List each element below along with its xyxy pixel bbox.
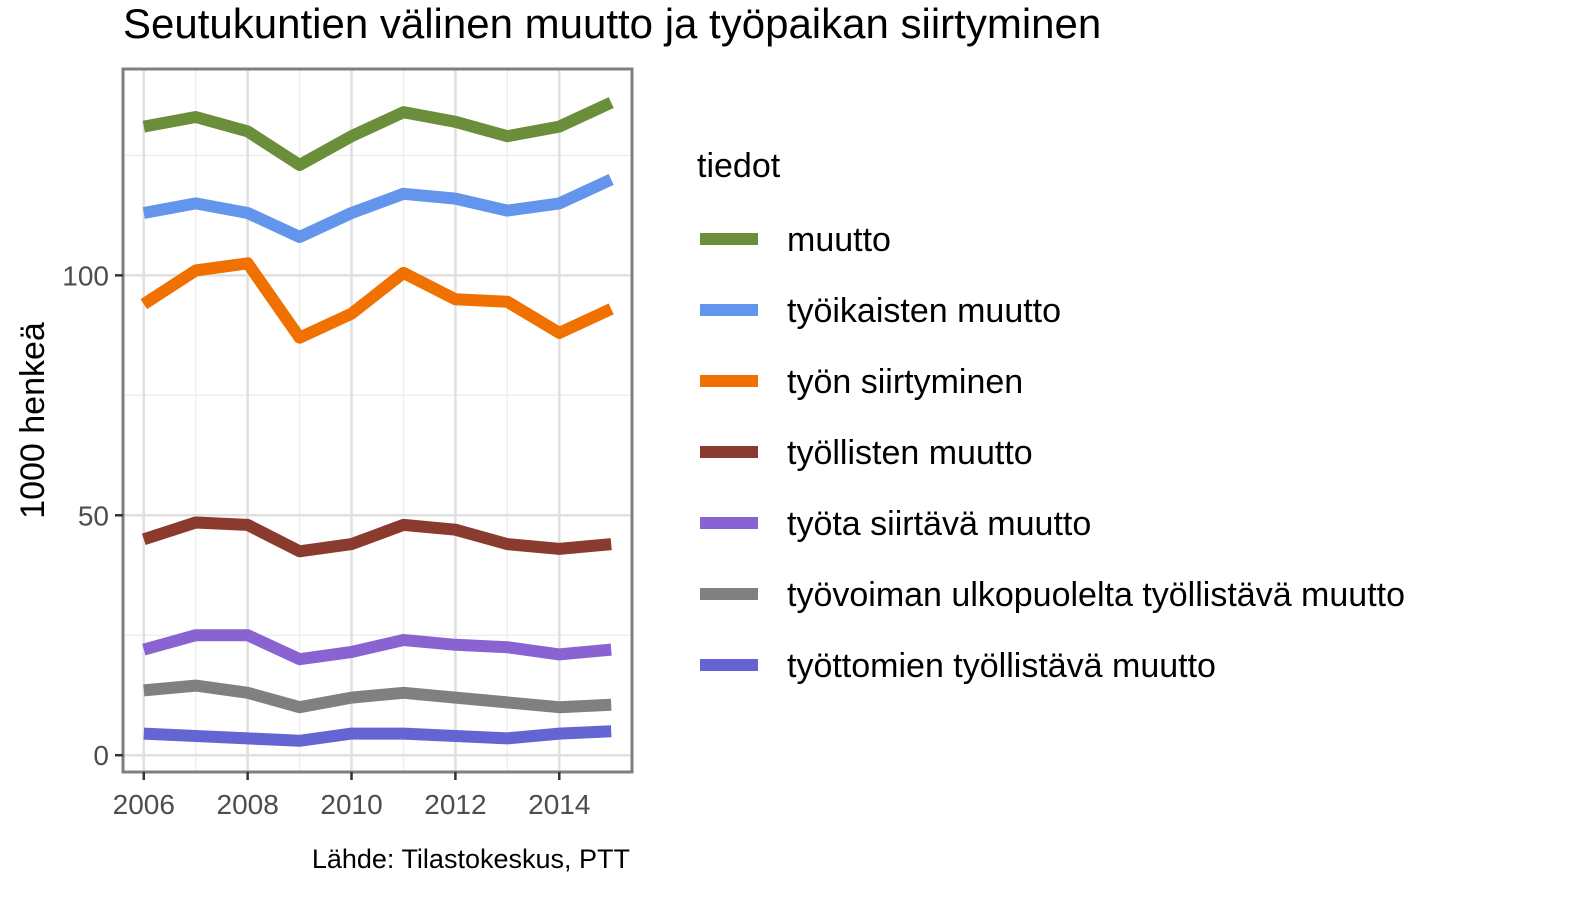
series-line-5 [142,629,612,666]
series-line-2 [142,173,614,243]
series-lines [140,97,614,747]
legend-label-5: työta siirtävä muutto [787,505,1091,543]
y-tick-label: 50 [78,500,109,531]
chart-caption: Lähde: Tilastokeskus, PTT [312,844,630,874]
series-line-3 [140,257,614,344]
x-axis: 2006 2008 2010 2012 2014 [113,772,590,820]
y-tick-label: 0 [93,740,109,771]
x-tick-label: 2008 [217,789,279,820]
legend-label-6: työvoiman ulkopuolelta työllistävä muutt… [787,576,1405,614]
legend-label-1: muutto [787,221,891,259]
series-line-4 [141,516,612,558]
y-axis: 0 50 100 [62,260,123,771]
x-tick-label: 2006 [113,789,175,820]
legend-label-7: työttomien työllistävä muutto [787,647,1216,685]
series-line-7 [143,725,612,747]
y-tick-label: 100 [62,260,109,291]
legend: tiedot muutto työikaisten muutto työn siir… [697,147,1405,685]
panel-background [123,69,632,772]
plot-panel [123,69,632,772]
x-tick-label: 2012 [424,789,486,820]
series-line-6 [143,679,612,714]
series-line-1 [142,97,614,171]
x-tick-label: 2010 [320,789,382,820]
legend-label-3: työn siirtyminen [787,363,1023,401]
y-axis-label: 1000 henkeä [14,322,52,519]
legend-title: tiedot [697,147,781,185]
chart-title: Seutukuntien välinen muutto ja työpaikan… [123,0,1101,47]
legend-label-2: työikaisten muutto [787,292,1061,330]
plot-border [121,67,634,774]
legend-label-4: työllisten muutto [787,434,1033,472]
x-tick-label: 2014 [528,789,590,820]
